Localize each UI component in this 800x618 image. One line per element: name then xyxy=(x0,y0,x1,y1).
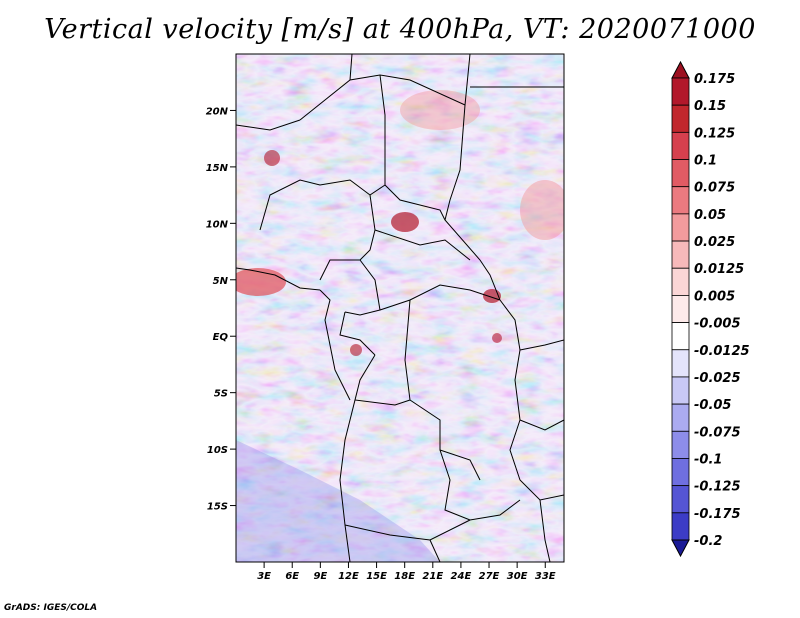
lon-tick-label: 9E xyxy=(313,571,327,582)
longitude-axis: 3E 6E 9E 12E 15E 18E 21E 24E 27E 30E 33E xyxy=(257,562,556,582)
colorbar-cell xyxy=(671,295,690,323)
colorbar-label: -0.175 xyxy=(694,507,741,522)
map-frame xyxy=(235,53,565,563)
colorbar-bottom-arrow xyxy=(671,539,690,558)
colorbar-cell xyxy=(671,430,690,459)
colorbar-label: -0.2 xyxy=(694,534,722,549)
lat-tick-label: 10S xyxy=(207,445,228,456)
colorbar-label: 0.005 xyxy=(694,289,735,304)
colorbar-label: -0.125 xyxy=(694,480,741,495)
lon-tick-label: 6E xyxy=(285,571,299,582)
lat-tick-label: 15N xyxy=(206,163,229,174)
colorbar-cell xyxy=(671,159,690,188)
colorbar-label: 0.025 xyxy=(694,235,735,250)
colorbar-cell xyxy=(671,485,690,514)
latitude-axis: 20N 15N 10N 5N EQ 5S 10S 15S xyxy=(206,106,236,513)
colorbar-label: -0.1 xyxy=(694,452,722,467)
colorbar-label: -0.025 xyxy=(694,371,741,386)
lat-tick-label: EQ xyxy=(213,332,229,343)
colorbar-cell xyxy=(671,376,690,405)
lon-tick-label: 30E xyxy=(507,571,528,582)
colorbar-cell xyxy=(671,458,690,487)
colorbar-cell xyxy=(671,240,690,269)
lon-tick-label: 12E xyxy=(338,571,359,582)
lat-tick-label: 10N xyxy=(206,219,229,230)
lon-tick-label: 18E xyxy=(394,571,415,582)
colorbar-cell xyxy=(671,267,690,296)
lat-tick-label: 5N xyxy=(213,276,229,287)
colorbar-cell xyxy=(671,186,690,215)
lon-tick-label: 24E xyxy=(451,571,472,582)
colorbar-cell xyxy=(671,349,690,378)
colorbar-label: -0.005 xyxy=(694,317,741,332)
colorbar-cell xyxy=(671,213,690,242)
colorbar-cell xyxy=(671,104,690,133)
lon-tick-label: 33E xyxy=(535,571,556,582)
colorbar-label: -0.05 xyxy=(694,398,731,413)
map-title: Vertical velocity [m/s] at 400hPa, VT: 2… xyxy=(44,14,756,45)
colorbar-label: 0.05 xyxy=(694,208,726,223)
colorbar-label: 0.125 xyxy=(694,126,735,141)
colorbar-label: 0.175 xyxy=(694,72,735,87)
colorbar-cell xyxy=(671,131,690,160)
lon-tick-label: 15E xyxy=(366,571,387,582)
velocity-field xyxy=(236,54,564,562)
colorbar-label: -0.075 xyxy=(694,425,741,440)
colorbar-label: 0.15 xyxy=(694,99,726,114)
lat-tick-label: 20N xyxy=(206,106,229,117)
lon-tick-label: 27E xyxy=(479,571,500,582)
lat-tick-label: 15S xyxy=(207,502,228,513)
country-borders xyxy=(236,54,564,562)
colorbar-label: 0.1 xyxy=(694,154,717,169)
colorbar-cell xyxy=(671,322,690,351)
colorbar: 0.175 0.15 0.125 0.1 0.075 0.05 0.025 0.0125 0.0… xyxy=(671,60,750,558)
colorbar-label: -0.0125 xyxy=(694,344,750,359)
colorbar-label: 0.0125 xyxy=(694,262,744,277)
lon-tick-label: 3E xyxy=(257,571,271,582)
colorbar-cell xyxy=(671,512,690,541)
lon-tick-label: 21E xyxy=(422,571,443,582)
lat-tick-label: 5S xyxy=(214,389,228,400)
credit-text: GrADS: IGES/COLA xyxy=(4,603,98,613)
colorbar-label: 0.075 xyxy=(694,181,735,196)
colorbar-cell xyxy=(671,77,690,106)
colorbar-cell xyxy=(671,403,690,432)
colorbar-top-arrow xyxy=(671,60,690,79)
